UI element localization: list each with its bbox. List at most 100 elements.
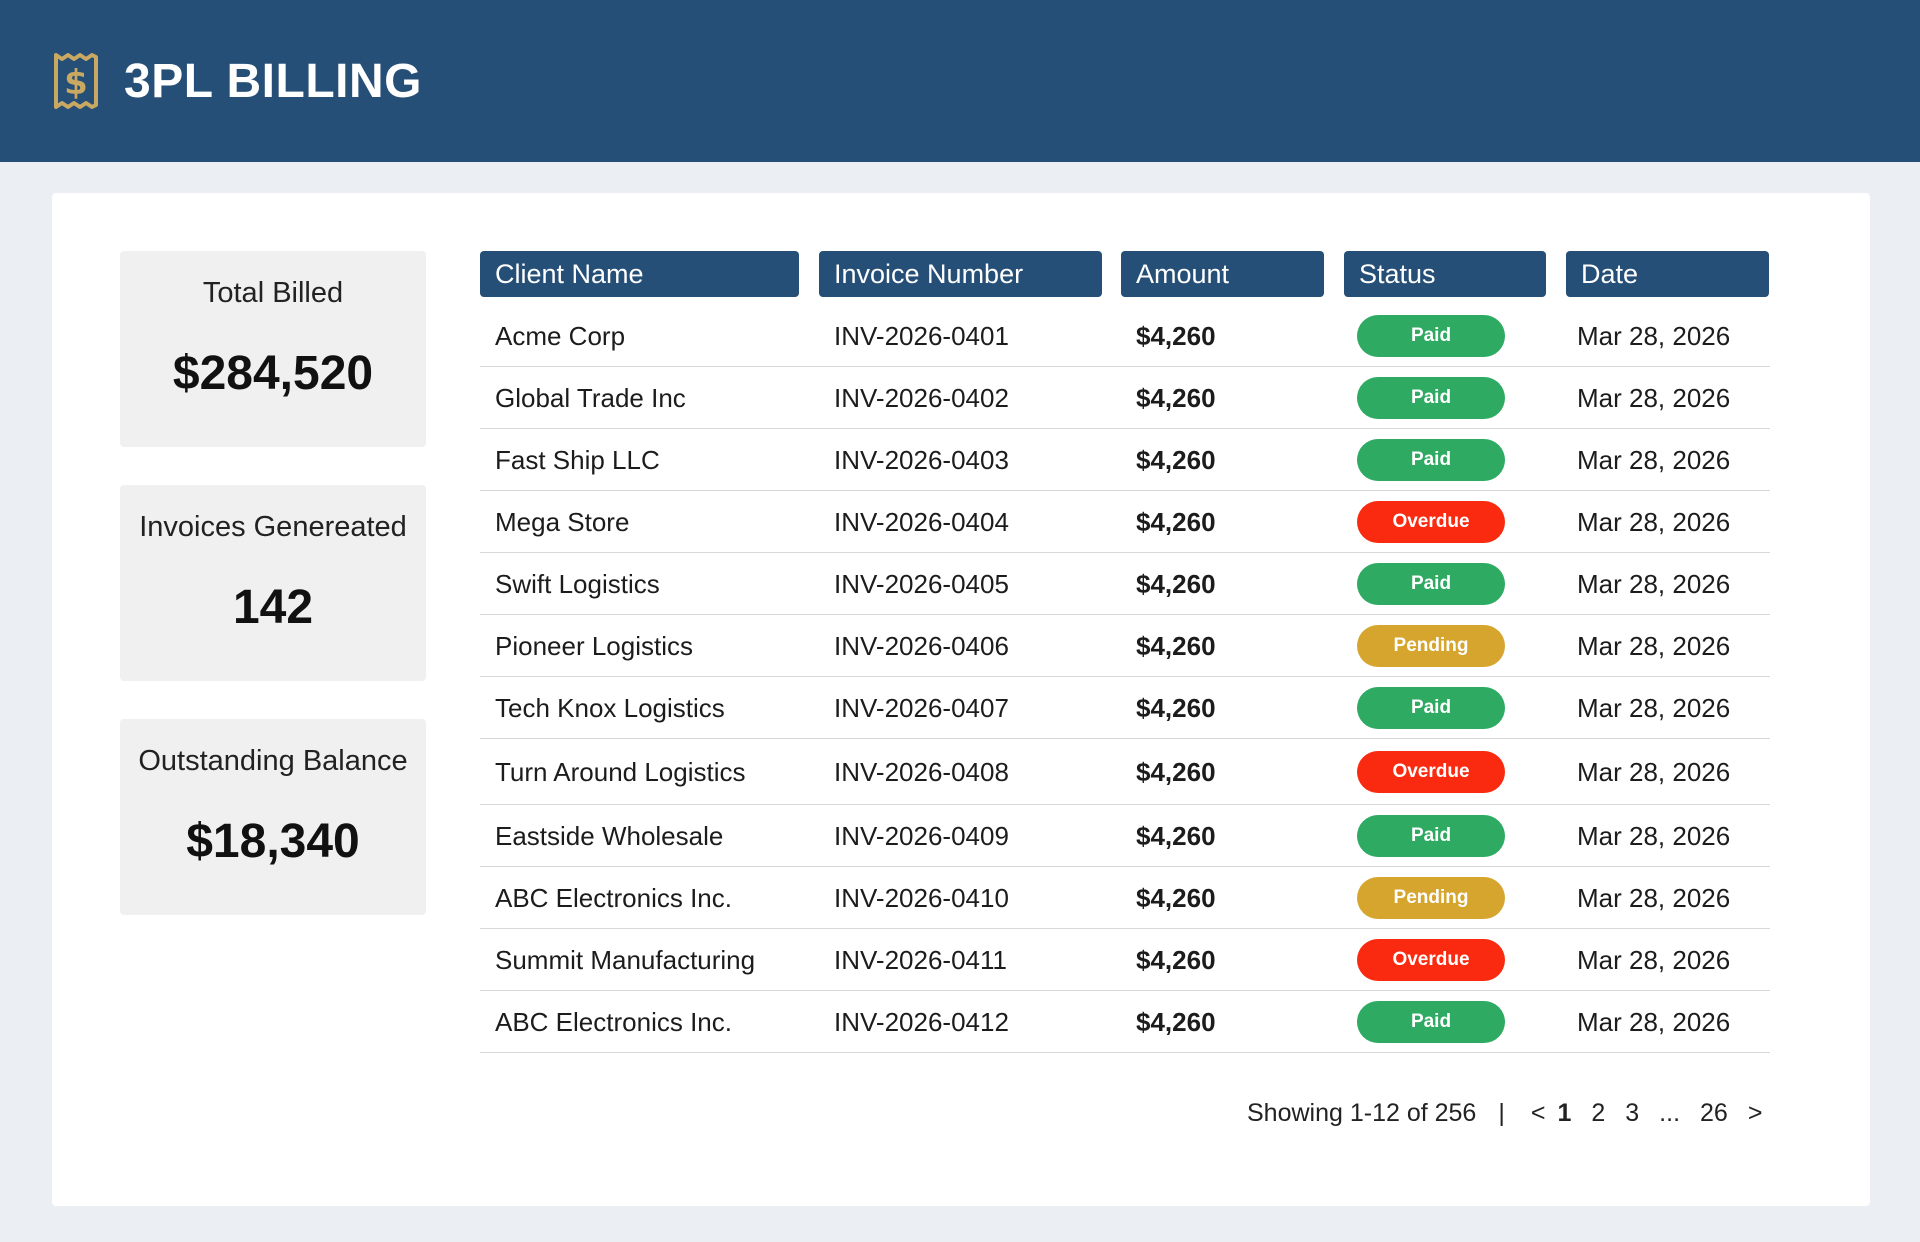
status-cell: Paid (1356, 367, 1506, 429)
invoice-number[interactable]: INV-2026-0404 (834, 507, 1009, 537)
app-header: $ 3PL BILLING (0, 0, 1920, 162)
invoice-number[interactable]: INV-2026-0409 (834, 821, 1009, 851)
card-label: Total Billed (202, 277, 344, 309)
invoice-number[interactable]: INV-2026-0405 (834, 569, 1009, 599)
table-row[interactable]: Fast Ship LLC INV-2026-0403 $4,260 Paid Mar … (480, 429, 1770, 491)
table-row[interactable]: Turn Around Logistics INV-2026-0408 $4,260… (480, 739, 1770, 805)
table-row[interactable]: Acme Corp INV-2026-0401 $4,260 Paid Mar 28, … (480, 305, 1770, 367)
client-name: ABC Electronics Inc. (495, 1007, 732, 1037)
status-cell: Paid (1356, 429, 1506, 491)
status-badge: Overdue (1357, 501, 1505, 543)
amount: $4,260 (1136, 821, 1216, 851)
table-row[interactable]: Tech Knox Logistics INV-2026-0407 $4,260 Pa… (480, 677, 1770, 739)
column-header-client[interactable]: Client Name (480, 251, 799, 297)
status-cell: Overdue (1356, 491, 1506, 553)
invoice-number[interactable]: INV-2026-0402 (834, 383, 1009, 413)
status-badge: Paid (1357, 815, 1505, 857)
table-row[interactable]: ABC Electronics Inc. INV-2026-0410 $4,260 P… (480, 867, 1770, 929)
page-1-button[interactable]: 1 (1557, 1098, 1572, 1127)
amount: $4,260 (1136, 1007, 1216, 1037)
status-cell: Paid (1356, 305, 1506, 367)
invoice-number[interactable]: INV-2026-0401 (834, 321, 1009, 351)
invoice-date: Mar 28, 2026 (1577, 507, 1731, 537)
prev-page-button[interactable]: < (1530, 1098, 1546, 1127)
status-cell: Overdue (1356, 739, 1506, 805)
amount: $4,260 (1136, 569, 1216, 599)
status-cell: Paid (1356, 805, 1506, 867)
client-name: Eastside Wholesale (495, 821, 724, 851)
status-badge: Overdue (1357, 751, 1505, 793)
page-3-button[interactable]: 3 (1625, 1098, 1640, 1127)
invoice-date: Mar 28, 2026 (1577, 569, 1731, 599)
client-name: Summit Manufacturing (495, 945, 756, 975)
status-cell: Pending (1356, 615, 1506, 677)
invoice-number[interactable]: INV-2026-0403 (834, 445, 1009, 475)
invoice-date: Mar 28, 2026 (1577, 1007, 1731, 1037)
client-name: Pioneer Logistics (495, 631, 693, 661)
status-cell: Paid (1356, 991, 1506, 1053)
table-body: Acme Corp INV-2026-0401 $4,260 Paid Mar 28, … (480, 305, 1770, 1053)
status-badge: Paid (1357, 563, 1505, 605)
svg-text:$: $ (64, 63, 88, 103)
invoice-dollar-icon: $ (54, 53, 98, 109)
card-value: $18,340 (186, 815, 360, 868)
invoice-date: Mar 28, 2026 (1577, 757, 1731, 787)
table-row[interactable]: Pioneer Logistics INV-2026-0406 $4,260 Pend… (480, 615, 1770, 677)
amount: $4,260 (1136, 631, 1216, 661)
amount: $4,260 (1136, 445, 1216, 475)
status-badge: Paid (1357, 439, 1505, 481)
table-row[interactable]: Global Trade Inc INV-2026-0402 $4,260 Paid M… (480, 367, 1770, 429)
outstanding-balance-card: Outstanding Balance $18,340 (120, 719, 426, 915)
status-cell: Paid (1356, 553, 1506, 615)
page-26-button[interactable]: 26 (1700, 1098, 1728, 1127)
client-name: Swift Logistics (495, 569, 660, 599)
client-name: Fast Ship LLC (495, 445, 660, 475)
status-cell: Paid (1356, 677, 1506, 739)
client-name: ABC Electronics Inc. (495, 883, 732, 913)
invoice-table: Client Name Invoice Number Amount Status… (480, 251, 1770, 1053)
invoice-number[interactable]: INV-2026-0410 (834, 883, 1009, 913)
card-label: Invoices Genereated (139, 511, 407, 543)
invoice-date: Mar 28, 2026 (1577, 321, 1731, 351)
invoice-number[interactable]: INV-2026-0412 (834, 1007, 1009, 1037)
amount: $4,260 (1136, 321, 1216, 351)
amount: $4,260 (1136, 883, 1216, 913)
column-header-invoice[interactable]: Invoice Number (819, 251, 1102, 297)
invoices-generated-card: Invoices Genereated 142 (120, 485, 426, 681)
invoice-number[interactable]: INV-2026-0408 (834, 757, 1009, 787)
table-row[interactable]: Summit Manufacturing INV-2026-0411 $4,260 O… (480, 929, 1770, 991)
pagination-summary: Showing 1-12 of 256 (1247, 1098, 1477, 1127)
column-header-amount[interactable]: Amount (1121, 251, 1324, 297)
table-row[interactable]: ABC Electronics Inc. INV-2026-0412 $4,260 P… (480, 991, 1770, 1053)
invoice-number[interactable]: INV-2026-0406 (834, 631, 1009, 661)
status-cell: Pending (1356, 867, 1506, 929)
invoice-date: Mar 28, 2026 (1577, 945, 1731, 975)
app-title: 3PL BILLING (124, 54, 422, 108)
invoice-date: Mar 28, 2026 (1577, 383, 1731, 413)
client-name: Mega Store (495, 507, 630, 537)
invoice-date: Mar 28, 2026 (1577, 821, 1731, 851)
amount: $4,260 (1136, 757, 1216, 787)
main-panel: Total Billed $284,520 Invoices Genereate… (52, 193, 1870, 1206)
table-row[interactable]: Eastside Wholesale INV-2026-0409 $4,260 Pai… (480, 805, 1770, 867)
table-row[interactable]: Mega Store INV-2026-0404 $4,260 Overdue Mar … (480, 491, 1770, 553)
status-badge: Pending (1357, 625, 1505, 667)
invoice-number[interactable]: INV-2026-0407 (834, 693, 1009, 723)
invoice-date: Mar 28, 2026 (1577, 693, 1731, 723)
amount: $4,260 (1136, 507, 1216, 537)
column-header-status[interactable]: Status (1344, 251, 1546, 297)
client-name: Acme Corp (495, 321, 626, 351)
client-name: Tech Knox Logistics (495, 693, 725, 723)
pagination: Showing 1-12 of 256 | < 1 2 3 ... 26 > (1247, 1093, 1762, 1133)
client-name: Global Trade Inc (495, 383, 686, 413)
next-page-button[interactable]: > (1747, 1098, 1763, 1127)
amount: $4,260 (1136, 693, 1216, 723)
page-2-button[interactable]: 2 (1591, 1098, 1606, 1127)
column-header-date[interactable]: Date (1566, 251, 1769, 297)
status-badge: Paid (1357, 687, 1505, 729)
status-cell: Overdue (1356, 929, 1506, 991)
table-row[interactable]: Swift Logistics INV-2026-0405 $4,260 Paid Ma… (480, 553, 1770, 615)
pagination-ellipsis: ... (1659, 1098, 1681, 1127)
invoice-number[interactable]: INV-2026-0411 (834, 945, 1007, 975)
status-badge: Overdue (1357, 939, 1505, 981)
